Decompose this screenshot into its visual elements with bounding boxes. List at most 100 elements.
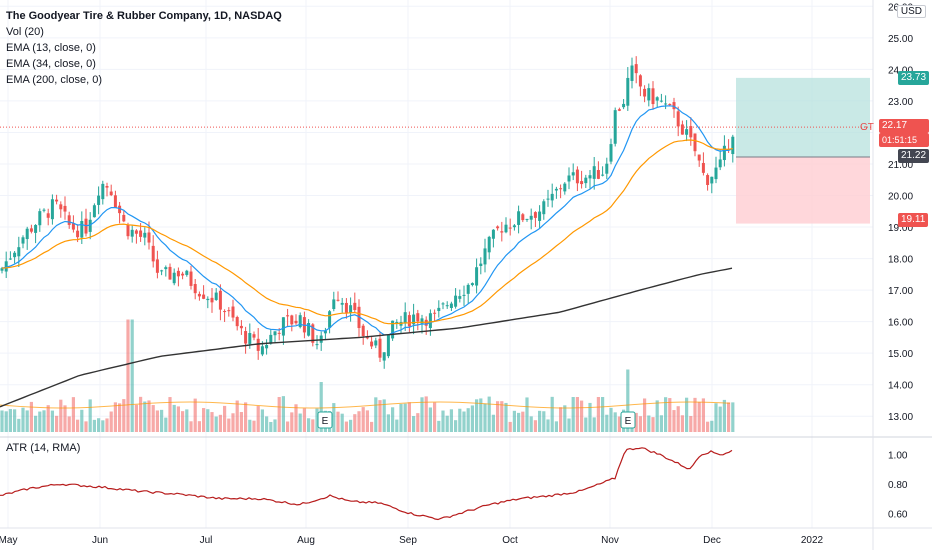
stop-price-label: 19.11: [898, 213, 929, 227]
volume-bar: [63, 405, 67, 432]
volume-bar: [105, 418, 109, 432]
atr-tick: 0.80: [888, 480, 908, 491]
volume-bar: [92, 419, 96, 432]
volume-bar: [361, 407, 365, 432]
candle-body: [265, 345, 269, 349]
volume-bar: [697, 401, 701, 432]
candle-body: [529, 215, 533, 220]
volume-bar: [109, 411, 113, 432]
candle-body: [634, 64, 638, 74]
volume-bar: [193, 398, 197, 432]
price-tick: 13.00: [888, 412, 913, 423]
candle-body: [210, 297, 214, 303]
volume-bar: [680, 415, 684, 432]
price-tick: 17.00: [888, 286, 913, 297]
candle-body: [25, 228, 29, 240]
ema34-line: [1, 139, 733, 325]
candle-body: [416, 313, 420, 322]
volume-bar: [332, 403, 336, 432]
legend-ema34[interactable]: EMA (34, close, 0): [6, 58, 96, 70]
candle-body: [508, 227, 512, 229]
candle-body: [718, 159, 722, 168]
time-tick: Jul: [200, 535, 213, 546]
candle-body: [185, 270, 189, 275]
legend-ema13[interactable]: EMA (13, close, 0): [6, 42, 96, 54]
entry-price-label: 21.22: [898, 149, 930, 163]
volume-bar: [491, 414, 495, 432]
candle-body: [458, 296, 462, 299]
target-price-label: 23.73: [898, 71, 930, 85]
volume-bar: [659, 415, 663, 432]
volume-bar: [214, 416, 218, 432]
candle-body: [181, 273, 185, 276]
volume-bar: [76, 419, 80, 432]
currency-button[interactable]: USD: [896, 5, 926, 18]
volume-bar: [601, 397, 605, 432]
legend-ema200[interactable]: EMA (200, close, 0): [6, 74, 102, 86]
volume-bar: [441, 410, 445, 432]
atr-legend[interactable]: ATR (14, RMA): [6, 442, 81, 454]
countdown-label: 01:51:15: [879, 133, 929, 147]
time-tick: Jun: [92, 535, 108, 546]
volume-bar: [34, 415, 38, 432]
candle-body: [651, 88, 655, 105]
candle-body: [365, 337, 369, 339]
volume-bar: [370, 421, 374, 432]
volume-bar: [126, 319, 130, 432]
candle-body: [445, 305, 449, 307]
volume-bar: [580, 400, 584, 432]
volume-bar: [29, 401, 33, 432]
candle-body: [714, 167, 718, 180]
volume-bar: [647, 415, 651, 432]
volume-bar: [479, 398, 483, 432]
candle-body: [496, 226, 500, 229]
price-tick: 19.00: [888, 223, 913, 234]
volume-bar: [693, 397, 697, 432]
volume-bar: [122, 399, 126, 432]
position-zones[interactable]: [0, 77, 873, 224]
volume-bar: [466, 408, 470, 432]
volume-bar: [46, 405, 50, 432]
volume-bar: [235, 400, 239, 432]
price-tick: 14.00: [888, 381, 913, 392]
candle-body: [722, 145, 726, 161]
volume-bar: [8, 409, 12, 432]
candle-body: [29, 228, 33, 232]
price-tick: 24.00: [888, 65, 913, 76]
volume-bar: [176, 406, 180, 432]
volume-bar: [265, 416, 269, 432]
volume-bar: [38, 411, 42, 432]
candle-body: [378, 338, 382, 358]
candle-body: [454, 295, 458, 307]
candle-body: [252, 334, 256, 338]
volume-bar: [13, 409, 17, 432]
candle-body: [206, 298, 210, 301]
candle-body: [391, 320, 395, 339]
candle-body: [21, 237, 25, 244]
volume-bar: [412, 416, 416, 432]
candle-body: [710, 176, 714, 184]
candle-body: [685, 129, 689, 135]
ema-lines: [0, 105, 734, 408]
symbol-title[interactable]: The Goodyear Tire & Rubber Company, 1D, …: [6, 10, 282, 22]
volume-bar: [50, 410, 54, 432]
time-tick: Dec: [703, 535, 721, 546]
candle-body: [202, 294, 206, 299]
volume-bar: [470, 405, 474, 432]
candle-body: [563, 183, 567, 192]
volume-bar: [554, 421, 558, 432]
volume-bar: [638, 416, 642, 432]
volume-bar: [256, 406, 260, 432]
candle-body: [605, 163, 609, 174]
candle-body: [273, 331, 277, 336]
candle-body: [647, 88, 651, 101]
volume-bar: [25, 410, 29, 432]
volume-bar: [365, 410, 369, 432]
legend-volume[interactable]: Vol (20): [6, 26, 44, 38]
volume-bar: [344, 421, 348, 432]
candle-body: [622, 103, 626, 108]
candle-body: [613, 110, 617, 144]
